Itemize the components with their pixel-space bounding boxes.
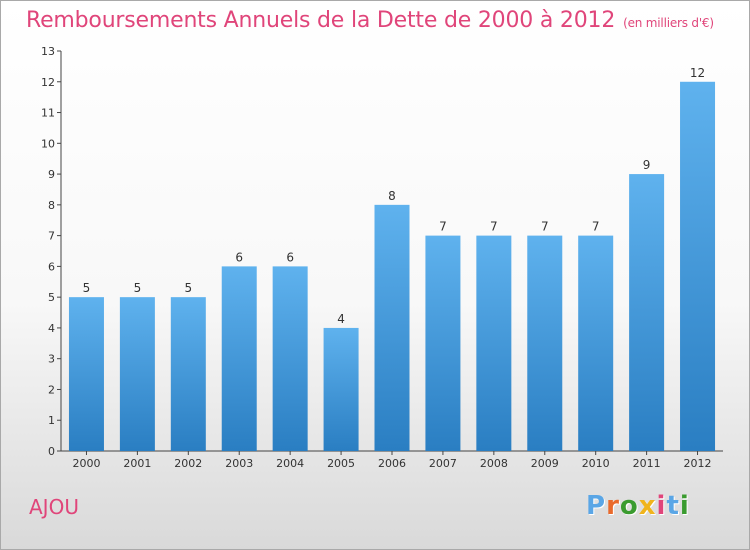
x-tick-label: 2001 (123, 457, 151, 470)
data-label: 5 (83, 281, 91, 295)
x-tick-label: 2002 (174, 457, 202, 470)
y-tick-label: 7 (48, 230, 55, 243)
bar-2009 (527, 235, 563, 451)
bar-2004 (272, 266, 308, 451)
logo-letter: P (586, 491, 607, 521)
x-tick-label: 2010 (582, 457, 610, 470)
data-label: 12 (690, 66, 705, 80)
logo-letter: o (619, 491, 639, 521)
bar-2007 (425, 235, 461, 451)
bar-2005 (323, 327, 359, 451)
y-tick-label: 5 (48, 291, 55, 304)
data-label: 4 (337, 312, 345, 326)
bar-2001 (119, 297, 155, 451)
logo-letter: r (606, 491, 620, 521)
data-label: 6 (286, 250, 294, 264)
chart-labels: 2000 5 2001 5 2002 5 2003 6 2004 6 2005 4 2006 8 2007 7… (72, 66, 711, 470)
y-tick-label: 10 (41, 137, 55, 150)
chart-bars (68, 81, 716, 452)
y-tick-label: 9 (48, 168, 55, 181)
x-tick-label: 2008 (480, 457, 508, 470)
y-tick-label: 2 (48, 383, 55, 396)
data-label: 5 (134, 281, 142, 295)
y-tick-label: 6 (48, 260, 55, 273)
chart-unit: (en milliers d'€) (623, 16, 714, 30)
y-tick-label: 4 (48, 322, 55, 335)
y-tick-label: 11 (41, 107, 55, 120)
bar-2011 (629, 174, 665, 452)
chart-title-text: Remboursements Annuels de la Dette de 20… (26, 8, 616, 33)
x-tick-label: 2000 (72, 457, 100, 470)
logo-letter: i (679, 491, 690, 521)
data-label: 7 (439, 220, 447, 234)
x-tick-label: 2005 (327, 457, 355, 470)
x-tick-label: 2007 (429, 457, 457, 470)
y-tick-label: 8 (48, 199, 55, 212)
y-tick-label: 12 (41, 76, 55, 89)
x-tick-label: 2012 (684, 457, 712, 470)
x-tick-label: 2004 (276, 457, 304, 470)
bar-2003 (221, 266, 257, 451)
logo-letter: i (656, 491, 667, 521)
data-label: 7 (490, 220, 498, 234)
bar-2000 (68, 297, 104, 451)
proxiti-logo: Proxiti (586, 491, 690, 521)
x-tick-label: 2011 (633, 457, 661, 470)
y-tick-label: 0 (48, 445, 55, 458)
x-tick-label: 2003 (225, 457, 253, 470)
data-label: 6 (235, 250, 243, 264)
data-label: 9 (643, 158, 651, 172)
logo-letter: x (638, 491, 657, 521)
data-label: 7 (541, 220, 549, 234)
y-tick-label: 1 (48, 414, 55, 427)
data-label: 5 (184, 281, 192, 295)
chart-title: Remboursements Annuels de la Dette de 20… (26, 8, 714, 33)
data-label: 8 (388, 189, 396, 203)
bar-2002 (170, 297, 206, 451)
data-label: 7 (592, 220, 600, 234)
x-tick-label: 2006 (378, 457, 406, 470)
bar-2008 (476, 235, 512, 451)
y-tick-label: 13 (41, 45, 55, 58)
x-tick-label: 2009 (531, 457, 559, 470)
bar-2010 (578, 235, 614, 451)
logo-letter: t (666, 491, 680, 521)
bar-2012 (680, 81, 716, 452)
y-tick-label: 3 (48, 353, 55, 366)
bar-2006 (374, 204, 410, 451)
commune-name: AJOU (29, 495, 79, 519)
